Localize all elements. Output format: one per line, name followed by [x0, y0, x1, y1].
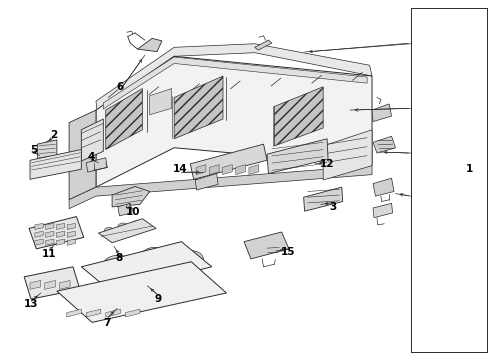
- Circle shape: [185, 255, 197, 264]
- Polygon shape: [274, 87, 323, 146]
- Circle shape: [104, 227, 114, 234]
- Polygon shape: [222, 165, 232, 175]
- Polygon shape: [46, 224, 54, 229]
- Circle shape: [270, 143, 277, 148]
- Circle shape: [128, 192, 136, 198]
- Text: 13: 13: [24, 299, 39, 309]
- Polygon shape: [236, 165, 245, 175]
- Polygon shape: [304, 187, 343, 211]
- Circle shape: [179, 251, 203, 269]
- Polygon shape: [56, 224, 65, 229]
- Circle shape: [102, 255, 134, 278]
- Polygon shape: [96, 44, 372, 110]
- Polygon shape: [29, 217, 84, 249]
- Polygon shape: [35, 239, 43, 245]
- Circle shape: [270, 165, 277, 170]
- Polygon shape: [373, 203, 392, 218]
- Polygon shape: [56, 239, 65, 245]
- Polygon shape: [86, 158, 107, 172]
- Polygon shape: [30, 280, 41, 289]
- Circle shape: [118, 276, 146, 296]
- Circle shape: [110, 261, 126, 273]
- Polygon shape: [106, 309, 121, 317]
- Circle shape: [132, 221, 142, 228]
- Polygon shape: [323, 130, 372, 180]
- Polygon shape: [59, 280, 70, 289]
- Polygon shape: [96, 56, 372, 187]
- Circle shape: [270, 150, 277, 155]
- Circle shape: [118, 223, 128, 230]
- Polygon shape: [81, 119, 103, 161]
- Polygon shape: [30, 149, 81, 179]
- Polygon shape: [45, 280, 55, 289]
- Polygon shape: [138, 39, 162, 51]
- Circle shape: [140, 247, 169, 269]
- Text: 3: 3: [329, 202, 337, 212]
- Polygon shape: [86, 309, 101, 317]
- Circle shape: [186, 274, 206, 288]
- Polygon shape: [174, 76, 223, 139]
- Polygon shape: [67, 224, 75, 229]
- Polygon shape: [125, 309, 140, 317]
- Text: 12: 12: [320, 159, 334, 169]
- Polygon shape: [46, 231, 54, 237]
- Polygon shape: [46, 239, 54, 245]
- Polygon shape: [35, 224, 43, 229]
- Polygon shape: [372, 104, 392, 122]
- Polygon shape: [190, 144, 267, 179]
- Polygon shape: [69, 110, 96, 200]
- Text: 6: 6: [117, 82, 124, 92]
- Text: 7: 7: [103, 319, 111, 328]
- Circle shape: [117, 195, 127, 202]
- Text: 9: 9: [155, 294, 162, 304]
- Polygon shape: [67, 231, 75, 237]
- Polygon shape: [196, 165, 206, 175]
- Polygon shape: [57, 262, 226, 322]
- Polygon shape: [106, 89, 143, 149]
- Text: 2: 2: [50, 130, 57, 140]
- Text: 5: 5: [30, 144, 38, 154]
- Polygon shape: [267, 139, 328, 174]
- Polygon shape: [98, 219, 156, 243]
- Polygon shape: [150, 89, 172, 115]
- Polygon shape: [67, 239, 75, 245]
- Polygon shape: [255, 40, 272, 50]
- Polygon shape: [37, 140, 57, 159]
- Polygon shape: [67, 309, 81, 317]
- Circle shape: [147, 253, 162, 264]
- Polygon shape: [112, 186, 150, 207]
- Polygon shape: [24, 267, 80, 299]
- Circle shape: [81, 284, 111, 306]
- Polygon shape: [56, 231, 65, 237]
- Text: 15: 15: [281, 247, 295, 257]
- Text: 14: 14: [173, 164, 188, 174]
- Text: 8: 8: [116, 253, 123, 263]
- Polygon shape: [249, 165, 259, 175]
- Polygon shape: [373, 136, 395, 153]
- Text: 10: 10: [125, 207, 140, 217]
- Polygon shape: [35, 231, 43, 237]
- Circle shape: [270, 157, 277, 162]
- Polygon shape: [195, 174, 218, 190]
- Circle shape: [154, 271, 178, 289]
- Polygon shape: [118, 203, 132, 216]
- Polygon shape: [103, 57, 367, 109]
- Polygon shape: [373, 178, 394, 196]
- Text: 4: 4: [87, 152, 95, 162]
- Text: 1: 1: [466, 164, 473, 174]
- Polygon shape: [244, 232, 289, 259]
- Polygon shape: [209, 165, 219, 175]
- Text: 11: 11: [42, 248, 57, 258]
- Polygon shape: [81, 242, 212, 292]
- Polygon shape: [69, 166, 372, 209]
